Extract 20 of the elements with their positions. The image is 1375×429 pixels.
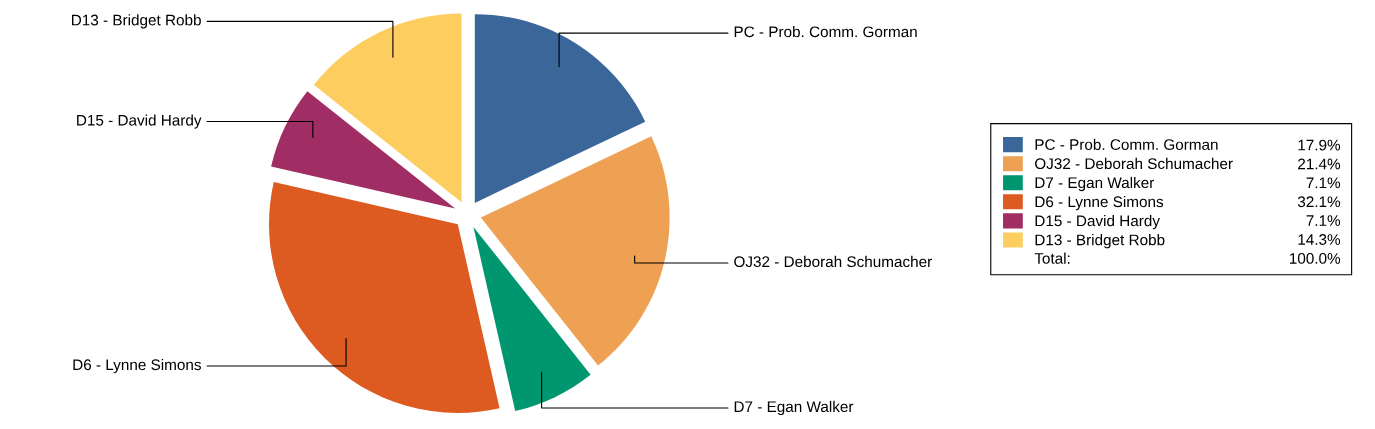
slice-label: OJ32 - Deborah Schumacher bbox=[734, 255, 932, 268]
data-label: 7.1% bbox=[1306, 177, 1341, 189]
text: 100.0% bbox=[1289, 252, 1341, 264]
slice-label: D13 - Bridget Robb bbox=[72, 14, 201, 29]
legend-label: OJ32 - Deborah Schumacher bbox=[1035, 157, 1233, 170]
text: Total: bbox=[1034, 252, 1070, 264]
legend-label: PC - Prob. Comm. Gorman bbox=[1035, 138, 1218, 150]
legend-label: D7 - Egan Walker bbox=[1035, 176, 1155, 192]
data-label: 32.1% bbox=[1297, 196, 1341, 208]
data-label: 14.3% bbox=[1298, 234, 1341, 245]
data-label: 7.1% bbox=[1306, 215, 1341, 226]
data-label: 21.4% bbox=[1298, 158, 1341, 170]
legend-label: D15 - David Hardy bbox=[1035, 215, 1160, 230]
slice-label: D15 - David Hardy bbox=[77, 114, 202, 129]
legend-label: D13 - Bridget Robb bbox=[1035, 234, 1165, 249]
slice-label: D6 - Lynne Simons bbox=[73, 358, 201, 374]
slice-label: D7 - Egan Walker bbox=[734, 400, 854, 416]
slice-label: PC - Prob. Comm. Gorman bbox=[734, 25, 917, 38]
legend-label: D6 - Lynne Simons bbox=[1035, 195, 1164, 211]
data-label: 17.9% bbox=[1298, 139, 1341, 151]
